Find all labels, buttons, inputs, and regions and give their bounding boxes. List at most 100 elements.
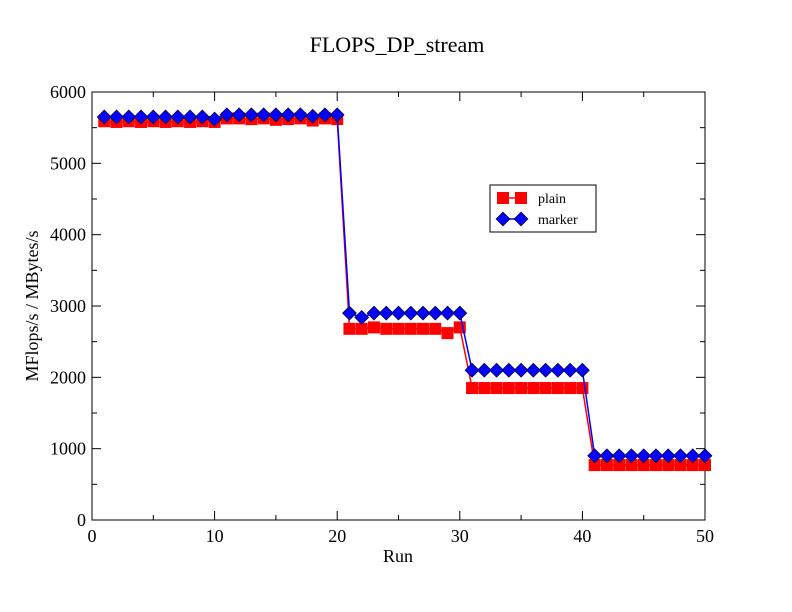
data-point-plain	[367, 321, 380, 334]
data-point-plain	[551, 382, 564, 395]
data-point-plain	[539, 382, 552, 395]
axis-ticks: 0 10 20 30 40 50 0 1000 2000 3000 4000 5000 6000	[50, 82, 714, 546]
legend-marker-marker-left	[495, 211, 511, 227]
data-point-marker	[96, 109, 112, 125]
data-point-plain	[527, 382, 540, 395]
x-tick-label: 40	[573, 526, 591, 546]
data-point-plain	[637, 459, 650, 472]
data-point-marker	[378, 305, 394, 321]
data-point-plain	[564, 382, 577, 395]
data-point-plain	[502, 382, 515, 395]
y-axis-label: MFlops/s / MBytes/s	[22, 230, 42, 381]
x-tick-label: 30	[451, 526, 469, 546]
data-point-plain	[613, 459, 626, 472]
y-tick-label: 1000	[50, 439, 86, 459]
data-point-plain	[588, 459, 601, 472]
data-point-marker	[268, 107, 284, 123]
data-point-plain	[417, 322, 430, 335]
data-point-marker	[574, 362, 590, 378]
data-point-marker	[501, 362, 517, 378]
data-point-marker	[256, 107, 272, 123]
data-point-marker	[697, 448, 713, 464]
y-tick-label: 4000	[50, 225, 86, 245]
data-point-marker	[354, 309, 370, 325]
data-point-marker	[525, 362, 541, 378]
data-point-marker	[538, 362, 554, 378]
data-point-marker	[403, 305, 419, 321]
data-point-marker	[660, 448, 676, 464]
data-point-plain	[343, 322, 356, 335]
data-point-marker	[145, 109, 161, 125]
data-point-marker	[207, 111, 223, 127]
data-point-marker	[109, 109, 124, 125]
data-point-marker	[587, 448, 603, 464]
data-point-plain	[441, 327, 454, 340]
legend-plain-label: plain	[538, 192, 566, 207]
data-point-plain	[625, 459, 638, 472]
legend-plain-marker-left	[497, 192, 509, 204]
data-point-marker	[562, 362, 578, 378]
data-point-marker	[170, 109, 186, 125]
data-point-marker	[219, 107, 235, 123]
y-tick-label: 2000	[50, 367, 86, 387]
data-point-plain	[686, 459, 699, 472]
data-point-marker	[440, 305, 455, 321]
x-tick-label: 10	[206, 526, 224, 546]
data-point-plain	[392, 322, 405, 335]
y-tick-label: 6000	[50, 82, 86, 102]
data-point-marker	[158, 109, 173, 125]
data-point-plain	[380, 322, 393, 335]
data-point-plain	[674, 459, 687, 472]
data-point-plain	[404, 322, 417, 335]
series-layer	[96, 107, 713, 472]
data-point-marker	[415, 305, 431, 321]
data-point-marker	[673, 448, 688, 464]
legend-marker-label: marker	[538, 213, 578, 228]
data-point-plain	[600, 459, 613, 472]
data-point-marker	[194, 109, 210, 125]
data-point-marker	[280, 107, 296, 123]
data-point-marker	[513, 362, 529, 378]
data-point-plain	[466, 382, 479, 395]
data-point-marker	[231, 107, 247, 123]
data-point-marker	[391, 305, 406, 321]
data-point-plain	[429, 322, 442, 335]
data-point-plain	[662, 459, 675, 472]
data-point-marker	[611, 448, 627, 464]
data-point-marker	[133, 109, 149, 125]
data-point-plain	[478, 382, 491, 395]
data-point-plain	[576, 382, 589, 395]
data-point-marker	[292, 107, 308, 123]
legend: plain marker	[489, 184, 597, 233]
x-tick-label: 20	[328, 526, 346, 546]
x-tick-label: 0	[88, 526, 97, 546]
data-point-marker	[464, 362, 480, 378]
y-tick-label: 3000	[50, 296, 86, 316]
y-tick-label: 0	[77, 510, 86, 530]
legend-marker-marker-right	[513, 211, 529, 227]
data-point-marker	[317, 107, 333, 123]
series-marker	[96, 107, 713, 464]
data-point-plain	[490, 382, 503, 395]
data-point-marker	[636, 448, 652, 464]
data-point-marker	[685, 448, 701, 464]
data-point-plain	[699, 459, 711, 472]
y-tick-label: 5000	[50, 153, 86, 173]
data-point-plain	[649, 459, 662, 472]
chart-title: FLOPS_DP_stream	[310, 32, 485, 57]
data-point-marker	[550, 362, 566, 378]
data-point-marker	[427, 305, 443, 321]
data-point-marker	[366, 305, 382, 321]
data-point-marker	[342, 305, 357, 321]
data-point-marker	[305, 108, 321, 124]
data-point-marker	[624, 448, 639, 464]
legend-plain-marker-right	[515, 192, 527, 204]
data-point-marker	[648, 448, 664, 464]
data-point-plain	[515, 382, 528, 395]
data-point-marker	[476, 362, 492, 378]
data-point-marker	[599, 448, 615, 464]
data-point-marker	[452, 305, 468, 321]
data-point-marker	[182, 109, 198, 125]
